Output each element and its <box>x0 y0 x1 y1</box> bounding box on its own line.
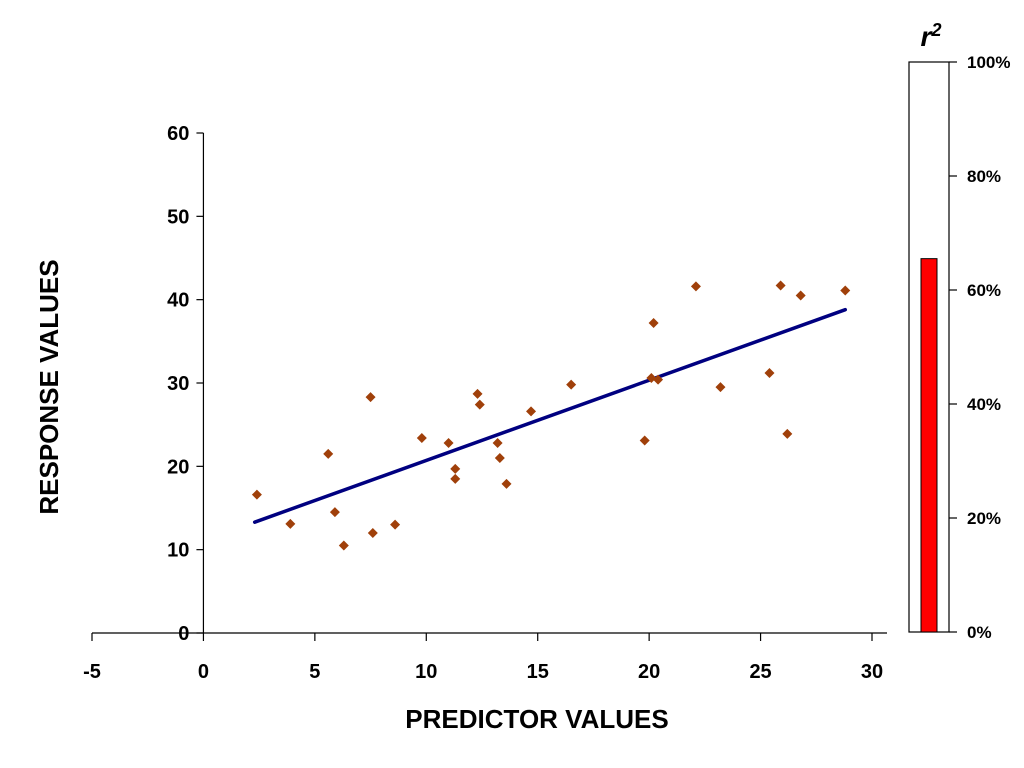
data-point <box>653 374 664 385</box>
data-point <box>690 281 701 292</box>
scatter-axes <box>91 132 887 641</box>
r2-tick-label: 40% <box>967 395 1001 414</box>
y-axis-title: RESPONSE VALUES <box>34 259 64 514</box>
data-point <box>450 473 461 484</box>
r2-title: r2 <box>921 20 942 52</box>
data-point <box>329 507 340 518</box>
r2-tick-label: 20% <box>967 509 1001 528</box>
data-point <box>501 478 512 489</box>
trendline <box>252 307 848 524</box>
y-tick-label: 40 <box>167 290 189 312</box>
r2-bar <box>920 258 938 633</box>
data-point <box>494 453 505 463</box>
data-point <box>782 428 793 439</box>
data-point <box>450 463 461 474</box>
data-point <box>251 489 262 500</box>
y-tick-label: 10 <box>167 540 189 562</box>
data-point <box>566 379 577 390</box>
x-tick-label: -5 <box>83 661 101 683</box>
x-tick-label: 30 <box>861 661 883 683</box>
data-point <box>365 392 376 403</box>
data-point <box>390 519 401 530</box>
data-point <box>639 435 650 446</box>
data-point <box>526 406 537 417</box>
y-tick-label: 30 <box>167 373 189 395</box>
data-point <box>648 318 659 328</box>
data-point <box>795 290 806 301</box>
x-tick-label: 25 <box>749 661 771 683</box>
y-tick-label: 60 <box>167 123 189 145</box>
y-tick-label: 0 <box>178 623 189 645</box>
data-point <box>492 438 503 448</box>
r2-gauge-axis <box>949 61 957 633</box>
scatter-points <box>251 280 851 551</box>
y-tick-label: 50 <box>167 206 189 228</box>
y-tick-label: 20 <box>167 456 189 478</box>
data-point <box>323 448 334 459</box>
x-axis-title: PREDICTOR VALUES <box>405 704 668 734</box>
data-point <box>715 382 726 393</box>
data-point <box>472 388 483 399</box>
r2-tick-label: 60% <box>967 281 1001 300</box>
r2-gauge-tick-labels: 0% 20% 40% 60% 80% 100% <box>967 53 1010 642</box>
data-point <box>474 399 485 410</box>
r2-tick-label: 80% <box>967 167 1001 186</box>
data-point <box>285 518 296 529</box>
data-point <box>764 368 775 378</box>
r2-title-letter: r <box>921 21 934 52</box>
r2-title-superscript: 2 <box>930 20 941 40</box>
x-tick-label: 10 <box>415 661 437 683</box>
data-point <box>338 540 349 551</box>
x-tick-label: 20 <box>638 661 660 683</box>
r2-gauge-bar-layer <box>920 258 938 633</box>
r2-tick-label: 100% <box>967 53 1010 72</box>
data-point <box>443 438 454 448</box>
data-point <box>367 528 378 538</box>
trendline-layer <box>252 307 848 524</box>
r2-tick-label: 0% <box>967 623 992 642</box>
data-point <box>646 373 657 383</box>
x-tick-label: 15 <box>527 661 549 683</box>
x-tick-label: 0 <box>198 661 209 683</box>
data-point <box>840 285 851 296</box>
r2-gauge: r2 0% 20% 40% 60% 80% 100% <box>908 20 1010 642</box>
data-point <box>775 280 786 291</box>
data-point <box>416 433 427 443</box>
scatter-tick-labels: -5 0 5 10 15 20 25 30 0 10 20 30 40 50 60 <box>83 123 883 683</box>
x-tick-label: 5 <box>309 661 320 683</box>
